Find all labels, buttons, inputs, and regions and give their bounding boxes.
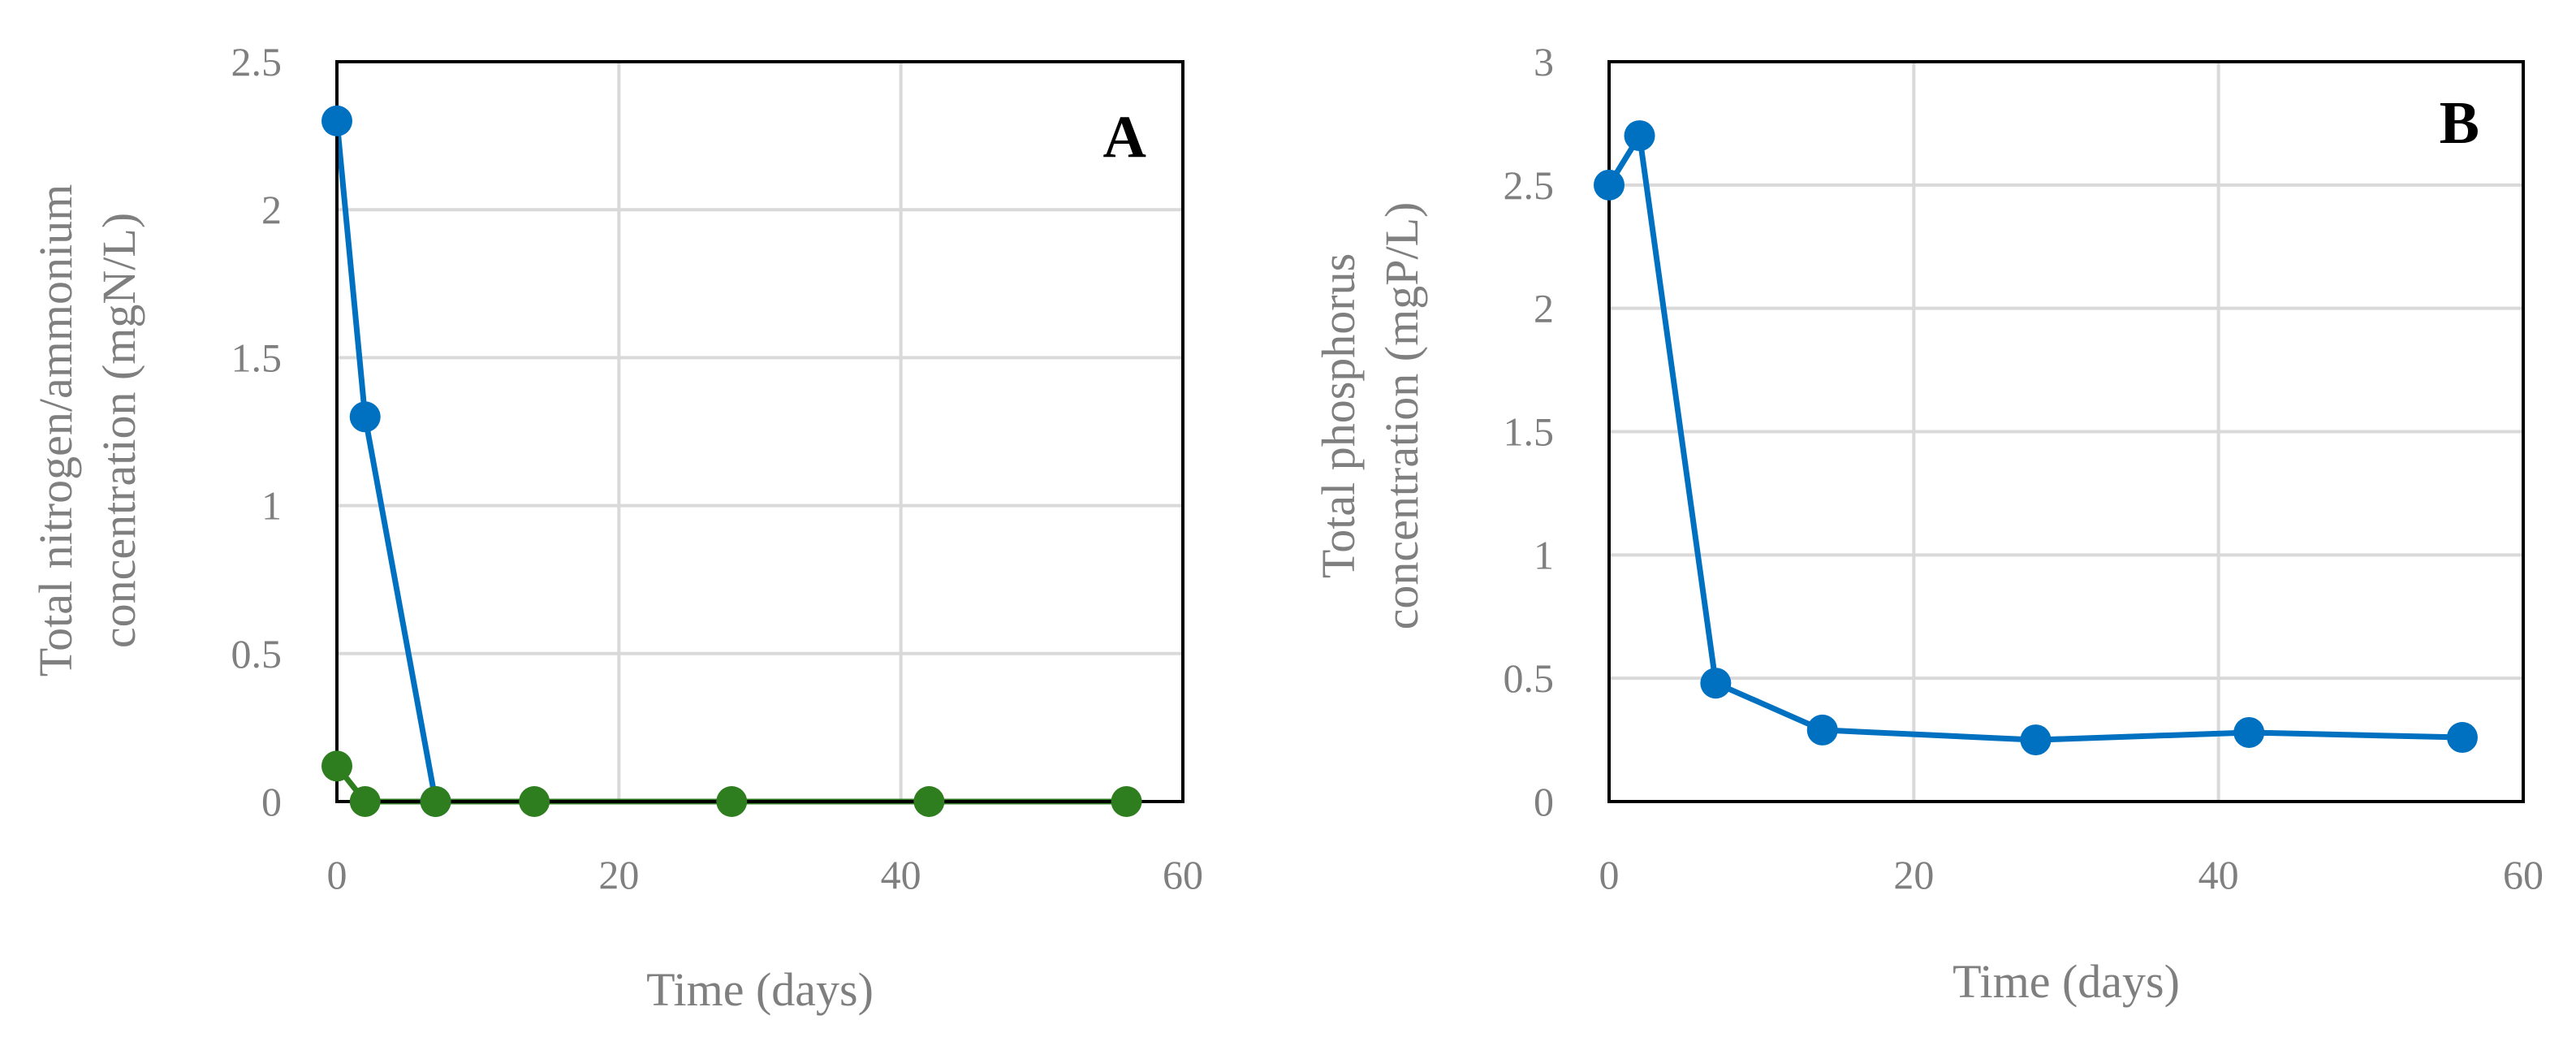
panel-b-y-tick-label: 1.5 xyxy=(1504,409,1555,455)
panel-a-x-tick-label: 20 xyxy=(598,852,639,897)
panel-b-x-tick-label: 60 xyxy=(2503,852,2544,897)
panel-b-y-tick-label: 0.5 xyxy=(1504,655,1555,701)
panel-a-plot-frame xyxy=(335,60,1184,803)
panel-b-y-axis-title: Total phosphorus concentration (mgP/L) xyxy=(1312,202,1428,630)
panel-b-markers xyxy=(1594,120,2478,756)
panel-b-series-1-line xyxy=(1607,132,2462,743)
panel-a-series-2-point xyxy=(716,786,748,817)
panel-a-series-2-point xyxy=(519,786,550,817)
panel-b-x-axis-title: Time (days) xyxy=(1952,955,2180,1008)
panel-a-series-2-point xyxy=(349,786,381,817)
panel-b-y-axis-title-line-2: concentration (mgP/L) xyxy=(1375,202,1428,630)
panel-a-y-tick-label: 2 xyxy=(261,187,282,232)
panel-a-series-1-point xyxy=(321,105,352,136)
panel-b-y-axis-title-line-1: Total phosphorus xyxy=(1312,253,1365,578)
panel-b-x-tick-label: 20 xyxy=(1893,852,1934,897)
panel-a-x-tick-label: 60 xyxy=(1163,852,1203,897)
panel-b-series-1-point xyxy=(2446,722,2478,754)
panel-a-series-2-point xyxy=(321,750,352,782)
panel-b-plot-frame xyxy=(1607,60,2525,803)
panel-a-x-axis-title: Time (days) xyxy=(646,963,874,1016)
panel-a-label: A xyxy=(1103,104,1146,171)
panel-b-series-lines xyxy=(1607,132,2462,743)
panel-a-y-tick-label: 1 xyxy=(261,483,282,529)
panel-b-series-1-point xyxy=(2233,716,2265,748)
panel-b-series-1-point xyxy=(1700,668,1732,699)
panel-a-markers xyxy=(321,105,1142,817)
chart-panel-a: 0 0.5 1 1.5 2 2.5 0 20 40 60 A Time (days) Total… xyxy=(29,39,1203,1016)
panel-a-series-1-point xyxy=(349,401,381,433)
panel-b-y-tick-label: 1 xyxy=(1534,532,1554,577)
panel-b-x-tick-labels: 0 20 40 60 xyxy=(1599,852,2544,897)
panel-a-series-1-line xyxy=(334,120,439,802)
panel-b-gridlines xyxy=(1609,62,2523,802)
panel-b-series-1-point xyxy=(1806,714,1838,746)
panel-b-y-tick-labels: 0 0.5 1 1.5 2 2.5 3 xyxy=(1504,39,1555,824)
panel-b-y-tick-label: 0 xyxy=(1534,779,1554,824)
panel-b-y-tick-label: 2.5 xyxy=(1504,162,1555,208)
panel-a-x-tick-label: 40 xyxy=(881,852,921,897)
panel-a-x-tick-labels: 0 20 40 60 xyxy=(327,852,1204,897)
panel-a-x-tick-label: 0 xyxy=(327,852,347,897)
panel-a-y-axis-title-line-1: Total nitrogen/ammonium xyxy=(29,184,82,676)
panel-a-series-lines xyxy=(334,120,1127,805)
panel-a-y-axis-title: Total nitrogen/ammonium concentration (m… xyxy=(29,184,145,676)
panel-a-series-2-point xyxy=(420,786,451,817)
panel-b-x-tick-label: 0 xyxy=(1599,852,1620,897)
panel-b-y-tick-label: 3 xyxy=(1534,39,1554,84)
chart-panel-b: 0 0.5 1 1.5 2 2.5 3 0 20 40 60 B Time (days) Tota… xyxy=(1312,39,2544,1008)
panel-b-series-1-point xyxy=(1594,169,1625,201)
panel-b-series-1-point xyxy=(2020,724,2052,756)
panel-b-label: B xyxy=(2440,90,2479,157)
panel-a-y-tick-labels: 0 0.5 1 1.5 2 2.5 xyxy=(231,39,283,824)
panel-a-y-tick-label: 0.5 xyxy=(231,631,283,676)
panel-b-y-tick-label: 2 xyxy=(1534,286,1554,331)
panel-b-x-tick-label: 40 xyxy=(2198,852,2239,897)
panel-a-series-2-point xyxy=(1111,786,1142,817)
panel-a-series-2-point xyxy=(913,786,945,817)
panel-b-series-1-point xyxy=(1624,120,1655,152)
panel-a-y-axis-title-line-2: concentration (mgN/L) xyxy=(93,213,145,648)
panel-a-y-tick-label: 1.5 xyxy=(231,335,283,380)
panel-a-y-tick-label: 2.5 xyxy=(231,39,283,84)
panel-a-gridlines xyxy=(337,62,1183,802)
panel-a-y-tick-label: 0 xyxy=(261,779,282,824)
